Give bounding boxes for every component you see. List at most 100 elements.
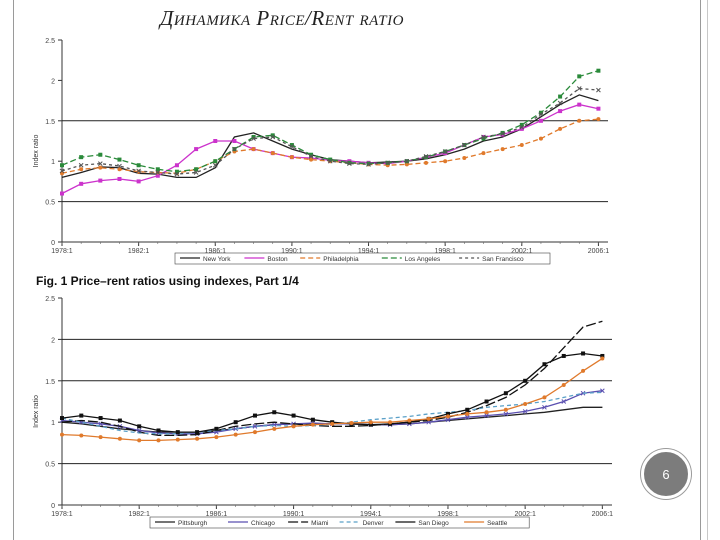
- data-point-los-angeles: [270, 133, 275, 138]
- data-point-san-francisco: [308, 153, 314, 159]
- data-point-san-francisco: [538, 111, 544, 117]
- legend-label-pittsburgh: Pittsburgh: [178, 520, 208, 527]
- y-tick-label: 1: [51, 159, 55, 166]
- series-line-miami: [61, 320, 603, 437]
- data-point-san-francisco: [78, 162, 84, 168]
- x-tick-label: 1982:1: [128, 511, 150, 518]
- data-point-chicago: [252, 423, 258, 429]
- legend-2: Pittsburgh Chicago Miami Denver San Diego Sea…: [149, 516, 530, 529]
- y-tick-label: 0: [51, 503, 55, 510]
- x-tick-label: 1998:1: [434, 248, 456, 255]
- data-point-seattle: [349, 421, 354, 426]
- data-point-san-francisco: [519, 124, 525, 130]
- data-point-philadelphia: [462, 155, 467, 160]
- series-seattle: [60, 356, 605, 443]
- data-point-san-diego: [214, 426, 219, 431]
- legend-label-denver: Denver: [363, 520, 385, 527]
- legend-label-seattle: Seattle: [487, 520, 508, 527]
- series-new-york: [61, 94, 599, 179]
- series-line-san-francisco: [61, 87, 599, 175]
- data-point-los-angeles: [558, 94, 563, 99]
- data-point-seattle: [137, 438, 142, 443]
- data-point-los-angeles: [538, 110, 543, 115]
- data-point-san-francisco: [155, 170, 161, 175]
- y-axis-label: Index ratio: [33, 395, 40, 428]
- y-tick-label: 1.5: [45, 379, 55, 386]
- data-point-philadelphia: [443, 159, 448, 164]
- data-point-san-diego: [581, 351, 586, 356]
- data-point-philadelphia: [558, 126, 563, 131]
- data-point-los-angeles: [60, 163, 64, 168]
- data-point-san-diego: [291, 413, 296, 418]
- data-point-boston: [577, 102, 582, 107]
- data-point-seattle: [272, 426, 277, 431]
- legend-1: New York Boston Philadelphia Los Angeles San…: [174, 252, 551, 265]
- data-point-san-diego: [484, 399, 489, 404]
- x-tick-label: 1986:1: [206, 511, 228, 518]
- legend-label-boston: Boston: [267, 256, 288, 263]
- x-tick-label: 2002:1: [514, 511, 536, 518]
- data-point-san-francisco: [557, 100, 563, 106]
- data-point-philadelphia: [481, 151, 486, 156]
- y-tick-label: 0.5: [45, 462, 55, 469]
- x-tick-label: 1986:1: [205, 248, 227, 255]
- data-point-los-angeles: [213, 159, 218, 164]
- data-point-seattle: [600, 356, 605, 361]
- data-point-san-diego: [79, 413, 84, 418]
- data-point-san-diego: [503, 391, 508, 396]
- y-tick-label: 2: [51, 337, 55, 344]
- data-point-los-angeles: [596, 68, 601, 73]
- data-point-philadelphia: [424, 160, 428, 165]
- data-point-san-francisco: [59, 168, 65, 174]
- data-point-boston: [60, 191, 64, 196]
- data-point-los-angeles: [519, 122, 524, 127]
- data-point-los-angeles: [309, 152, 314, 157]
- chart-2: 0 0.5 1 1.5 2 2.5 Index ratio 1978:1 1982:1 1986:…: [33, 296, 613, 529]
- data-point-san-diego: [60, 416, 64, 421]
- y-tick-label: 2.5: [45, 296, 55, 303]
- data-point-seattle: [484, 410, 489, 415]
- page-number-badge: 6: [641, 449, 691, 499]
- data-point-san-diego: [310, 417, 315, 422]
- data-point-boston: [174, 163, 179, 168]
- y-tick-label: 0: [51, 240, 55, 247]
- data-point-los-angeles: [366, 161, 371, 166]
- data-point-san-diego: [137, 424, 142, 429]
- series-line-pittsburgh: [61, 406, 603, 433]
- data-point-chicago: [445, 417, 451, 423]
- data-point-philadelphia: [117, 167, 122, 172]
- data-point-seattle: [426, 416, 431, 421]
- data-point-san-francisco: [174, 171, 180, 177]
- data-point-chicago: [561, 399, 567, 404]
- data-point-philadelphia: [98, 165, 103, 170]
- data-point-seattle: [98, 435, 103, 440]
- data-point-san-diego: [600, 353, 605, 358]
- data-point-philadelphia: [519, 143, 524, 148]
- data-point-san-diego: [465, 407, 470, 412]
- data-point-san-francisco: [251, 136, 256, 141]
- x-tick-label: 1982:1: [128, 248, 150, 255]
- data-point-chicago: [503, 411, 509, 417]
- series-pittsburgh: [61, 406, 603, 433]
- data-point-seattle: [523, 401, 528, 406]
- data-point-boston: [136, 179, 141, 184]
- data-point-seattle: [117, 436, 122, 441]
- data-point-boston: [194, 147, 199, 152]
- data-point-los-angeles: [98, 152, 103, 157]
- data-point-san-francisco: [596, 87, 601, 93]
- data-point-san-diego: [117, 418, 122, 423]
- legend-label-miami: Miami: [311, 520, 328, 527]
- data-point-philadelphia: [79, 167, 84, 172]
- data-point-seattle: [503, 407, 508, 412]
- x-tick-label: 2006:1: [588, 248, 610, 255]
- legend-label-san-diego: San Diego: [418, 520, 449, 527]
- y-tick-label: 1.5: [45, 119, 55, 126]
- data-point-san-francisco: [117, 163, 122, 169]
- x-tick-label: 1998:1: [437, 511, 459, 518]
- data-point-boston: [596, 106, 601, 111]
- slide-frame-right-inner: [707, 0, 708, 540]
- data-point-boston: [538, 118, 543, 123]
- data-point-chicago: [484, 413, 489, 418]
- chart-1: 0 0.5 1 1.5 2 2.5 Index ratio 1978:1 1982:1 1986:…: [33, 38, 610, 265]
